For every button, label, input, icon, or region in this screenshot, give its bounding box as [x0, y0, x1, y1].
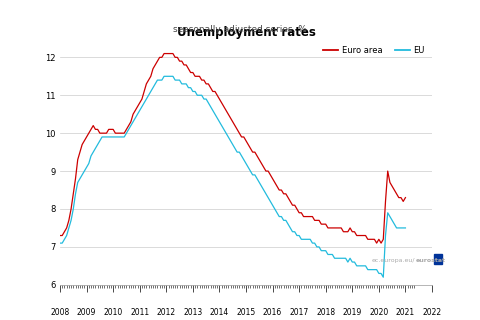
Euro area — [338, 226, 344, 230]
Euro area — [161, 52, 167, 55]
Legend: Euro area, EU: Euro area, EU — [320, 43, 428, 58]
EU — [75, 180, 81, 184]
Text: seasonally adjusted series, %: seasonally adjusted series, % — [173, 25, 307, 34]
Text: ec.europa.eu/: ec.europa.eu/ — [372, 258, 415, 263]
Euro area — [403, 196, 408, 200]
Euro area — [57, 234, 63, 237]
Title: Unemployment rates: Unemployment rates — [177, 26, 315, 39]
EU — [188, 86, 193, 90]
EU — [338, 256, 344, 260]
Bar — [434, 254, 443, 264]
Euro area — [75, 158, 81, 162]
EU — [68, 219, 74, 222]
Euro area — [374, 241, 380, 245]
Line: EU: EU — [60, 76, 406, 277]
EU — [259, 184, 264, 188]
Euro area — [188, 71, 193, 75]
EU — [381, 275, 386, 279]
Text: eurostat: eurostat — [415, 258, 445, 263]
Euro area — [68, 207, 74, 211]
EU — [403, 226, 408, 230]
Line: Euro area: Euro area — [60, 53, 406, 243]
Euro area — [150, 67, 156, 71]
EU — [161, 74, 167, 78]
Euro area — [259, 162, 264, 165]
EU — [150, 86, 156, 90]
EU — [57, 241, 63, 245]
